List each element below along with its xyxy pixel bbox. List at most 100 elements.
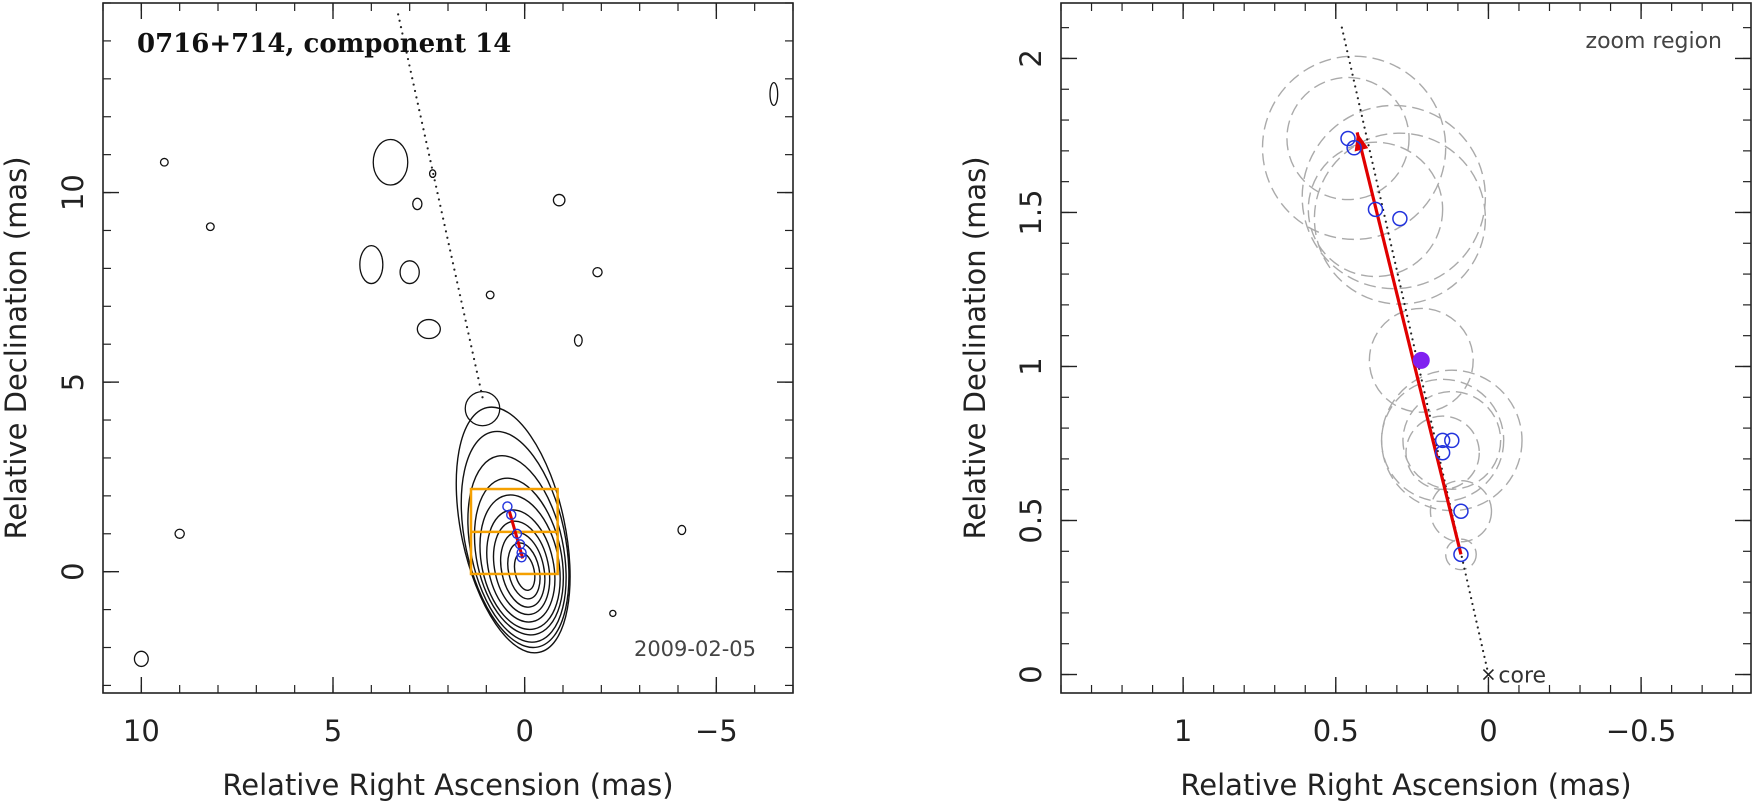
contour-map-panel: 10 5 0 −5 0 5 10 0716+714, component 14 2009-… bbox=[0, 2, 794, 802]
right-ridge-dot bbox=[1375, 179, 1378, 182]
contour-blob bbox=[133, 650, 149, 668]
left-component-marker bbox=[511, 528, 523, 539]
ridge-dot bbox=[456, 281, 459, 284]
left-x-tick-label: 0 bbox=[515, 714, 533, 748]
left-component-marker bbox=[502, 501, 513, 512]
right-ridge-dot bbox=[1422, 385, 1425, 388]
right-ridge-dot bbox=[1355, 91, 1358, 94]
component-position bbox=[1346, 140, 1362, 156]
right-ridge-dot bbox=[1432, 432, 1435, 435]
uncertainty-circle bbox=[1405, 415, 1480, 491]
right-ridge-dot bbox=[1480, 644, 1483, 647]
right-ridge-dot bbox=[1420, 379, 1423, 382]
right-ridge-dot bbox=[1364, 132, 1367, 135]
left-axis-ticks bbox=[102, 2, 794, 693]
right-ridge-dot bbox=[1350, 67, 1353, 70]
right-ridge-dot bbox=[1427, 408, 1430, 411]
right-ridge-dot bbox=[1362, 120, 1365, 123]
right-ridge-dot bbox=[1344, 44, 1347, 47]
left-y-tick-label: 0 bbox=[56, 562, 90, 580]
left-x-tick-label: −5 bbox=[695, 714, 738, 748]
right-ridge-dot bbox=[1483, 655, 1486, 658]
ridge-dot bbox=[422, 128, 425, 131]
ridge-dot bbox=[436, 191, 439, 195]
right-ridge-dot bbox=[1471, 602, 1474, 606]
ridge-dot bbox=[408, 64, 411, 67]
contour-blob bbox=[573, 334, 583, 347]
right-ridge-dot bbox=[1342, 32, 1345, 35]
right-ridge-dot bbox=[1467, 585, 1470, 588]
right-ridge-dot bbox=[1402, 297, 1405, 300]
right-ridge-dot bbox=[1406, 314, 1409, 317]
right-ridge-dot bbox=[1391, 250, 1394, 253]
left-y-tick-label: 10 bbox=[56, 174, 90, 211]
ridge-dot bbox=[415, 96, 418, 99]
ridge-dot bbox=[405, 51, 408, 54]
right-ridge-dot bbox=[1472, 608, 1475, 611]
contour-blob bbox=[677, 524, 687, 536]
component-position bbox=[1434, 444, 1451, 461]
right-ridge-dot bbox=[1388, 238, 1391, 241]
uncertainty-circle bbox=[1307, 141, 1444, 278]
right-ridge-dot bbox=[1386, 226, 1389, 229]
right-ridge-dot bbox=[1412, 344, 1415, 347]
right-ridge-dot bbox=[1430, 420, 1433, 423]
uncertainty-circles bbox=[1261, 55, 1523, 571]
right-y-tick-labels: 0 0.5 1 1.5 2 bbox=[1014, 49, 1048, 684]
uncertainty-circle bbox=[1402, 390, 1502, 490]
ridge-dot bbox=[471, 351, 474, 354]
contour-ring bbox=[513, 552, 536, 592]
zoom-region-label: zoom region bbox=[1586, 29, 1722, 54]
ridge-dot bbox=[433, 179, 436, 182]
zoom-region-panel: 1 0.5 0 −0.5 0 0.5 1 1.5 2 core zoom region Rel… bbox=[958, 2, 1752, 802]
right-ridge-dot bbox=[1463, 567, 1466, 570]
right-ridge-dot bbox=[1352, 79, 1355, 82]
ridge-dot bbox=[411, 77, 414, 80]
ridge-dot bbox=[451, 262, 455, 265]
ridge-dot bbox=[479, 389, 483, 393]
left-y-axis-title: Relative Declination (mas) bbox=[0, 156, 33, 539]
ridge-dot bbox=[412, 83, 415, 86]
left-component-marker bbox=[516, 547, 527, 558]
trajectory-arrowhead bbox=[1354, 132, 1369, 152]
ridge-dot bbox=[409, 70, 412, 73]
right-ridge-dot bbox=[1462, 561, 1465, 564]
contour-ring bbox=[460, 430, 570, 649]
epoch-date-label: 2009-02-05 bbox=[634, 637, 756, 661]
ridge-dot bbox=[478, 383, 481, 386]
contour-blob bbox=[372, 138, 409, 186]
left-y-tick-label: 5 bbox=[56, 373, 90, 391]
right-ridge-dot bbox=[1387, 232, 1390, 235]
right-ridge-dot bbox=[1354, 85, 1357, 88]
right-ridge-dot bbox=[1403, 302, 1406, 306]
contour-blob bbox=[205, 222, 215, 232]
contour-blob bbox=[428, 169, 437, 179]
ridge-dot bbox=[418, 109, 421, 112]
ridge-dot bbox=[426, 147, 429, 150]
left-plot-frame bbox=[102, 2, 794, 694]
ridge-dot bbox=[416, 102, 419, 105]
ridge-dot bbox=[435, 185, 438, 188]
uncertainty-circle bbox=[1313, 132, 1487, 305]
contour-blob bbox=[359, 244, 384, 285]
right-ridge-dot bbox=[1431, 426, 1434, 429]
right-ridge-dot bbox=[1370, 155, 1373, 159]
right-ridge-dot bbox=[1390, 244, 1393, 247]
uncertainty-circle bbox=[1301, 104, 1487, 290]
right-ridge-dot bbox=[1400, 291, 1403, 294]
right-ridge-dot bbox=[1428, 414, 1431, 417]
uncertainty-circle bbox=[1286, 76, 1410, 201]
uncertainty-circle bbox=[1261, 55, 1447, 241]
right-ridge-dot bbox=[1395, 267, 1398, 270]
right-ridge-dot bbox=[1464, 573, 1467, 576]
ridge-dot bbox=[432, 172, 435, 176]
component-position bbox=[1453, 546, 1469, 563]
left-panel-title: 0716+714, component 14 bbox=[137, 29, 511, 59]
right-ridge-dot bbox=[1358, 102, 1361, 106]
right-ridge-dot bbox=[1383, 214, 1386, 217]
ridge-dot bbox=[457, 287, 460, 290]
right-ridge-dot bbox=[1484, 661, 1487, 664]
ridge-dotted-line bbox=[397, 13, 484, 399]
right-ridge-dot bbox=[1424, 397, 1427, 400]
